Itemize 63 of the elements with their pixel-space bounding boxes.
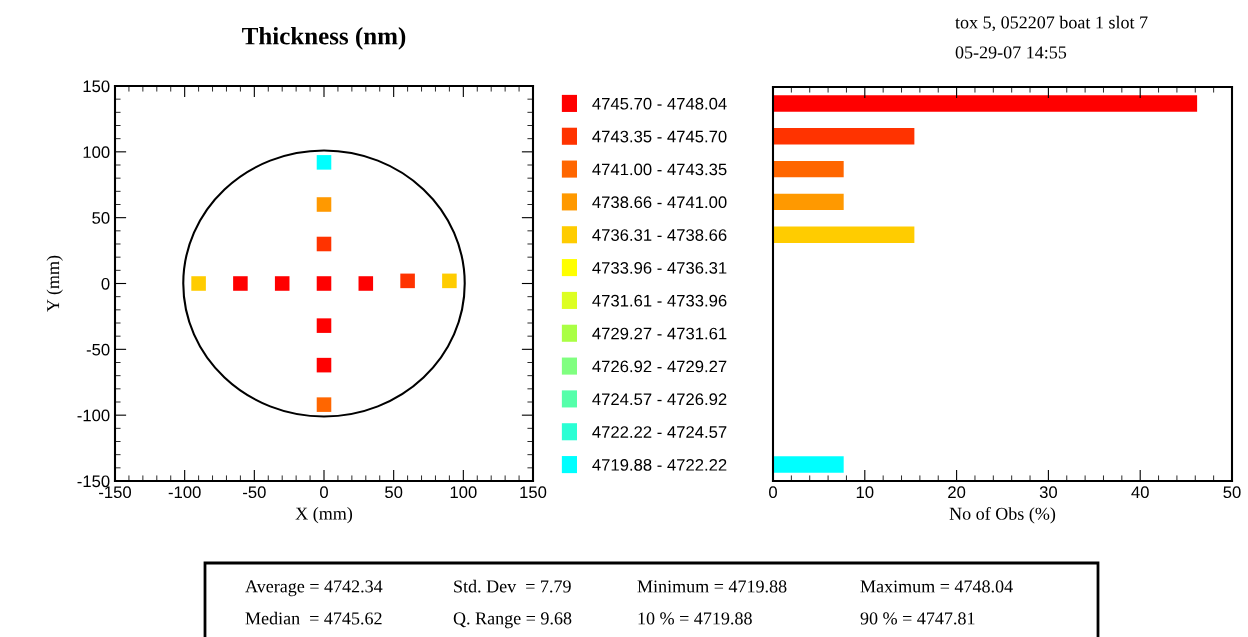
y-tick-label: 4729.27 - 4731.61	[592, 327, 727, 340]
y-tick-label: 4726.92 - 4729.27	[592, 360, 727, 373]
point	[316, 155, 332, 170]
point	[400, 273, 415, 289]
text: Maximum = 4748.04	[860, 580, 1013, 593]
text: Std. Dev = 7.79	[454, 579, 571, 593]
point	[358, 276, 374, 291]
x-tick-label: -100	[168, 486, 201, 499]
x-tick-label: 50	[1223, 486, 1241, 499]
point	[316, 197, 332, 212]
x-tick-label: 40	[1131, 486, 1149, 499]
text: Average = 4742.34	[245, 580, 383, 597]
y-tick-label: 150	[83, 80, 110, 93]
text: tox 5, 052207 boat 1 slot 7	[955, 15, 1148, 32]
x-axis-title: No of Obs (%)	[949, 506, 1056, 524]
y-tick-label: 0	[101, 277, 110, 290]
text: Median = 4745.62	[245, 611, 382, 625]
y-tick-label: 4743.35 - 4745.70	[592, 130, 727, 143]
bar	[773, 128, 915, 145]
y-tick-label: 4736.31 - 4738.66	[592, 229, 727, 241]
text: Q. Range = 9.68	[453, 612, 572, 629]
text: Minimum = 4719.88	[637, 580, 787, 593]
y-tick-label: 4741.00 - 4743.35	[592, 163, 727, 176]
x-tick-label: 0	[769, 486, 777, 499]
point	[233, 276, 248, 291]
y-tick-label: 4724.57 - 4726.92	[592, 393, 727, 406]
y-tick-label: 100	[83, 146, 110, 159]
text: 10 % = 4719.88	[638, 612, 752, 625]
bar	[773, 193, 844, 211]
bar	[773, 226, 915, 243]
bar	[773, 160, 844, 178]
bar	[773, 456, 844, 473]
x-tick-label: 150	[520, 486, 547, 499]
point	[316, 357, 332, 373]
y-tick-label: 4738.66 - 4741.00	[592, 196, 727, 209]
y-tick-label: -50	[86, 343, 110, 356]
x-tick-label: -50	[243, 486, 266, 499]
y-tick-label: 50	[92, 212, 110, 224]
x-tick-label: 100	[450, 486, 477, 499]
point	[316, 236, 332, 252]
text: 05-29-07 14:55	[955, 46, 1067, 59]
chart-title: Thickness (nm)	[242, 26, 406, 50]
x-tick-label: 30	[1039, 486, 1058, 499]
point	[191, 276, 206, 291]
y-tick-label: 4733.96 - 4736.31	[592, 261, 727, 274]
x-tick-label: 50	[385, 486, 403, 499]
point	[316, 397, 332, 412]
y-tick-label: 4731.61 - 4733.96	[592, 294, 727, 307]
y-tick-label: 4722.22 - 4724.57	[592, 426, 727, 438]
point	[316, 318, 332, 333]
x-tick-label: 10	[856, 486, 874, 499]
x-tick-label: 20	[948, 486, 966, 499]
point	[442, 273, 457, 289]
point	[274, 276, 290, 291]
x-axis-title: X (mm)	[295, 506, 353, 524]
text: 90 % = 4747.81	[860, 612, 975, 625]
y-tick-label: -100	[77, 409, 110, 422]
y-tick-label: 4745.70 - 4748.04	[592, 97, 727, 110]
bar	[773, 95, 1198, 112]
x-tick-label: 0	[320, 486, 328, 499]
y-axis-title: Y (mm)	[46, 255, 63, 312]
y-tick-label: -150	[77, 475, 110, 488]
y-tick-label: 4719.88 - 4722.22	[592, 458, 727, 471]
